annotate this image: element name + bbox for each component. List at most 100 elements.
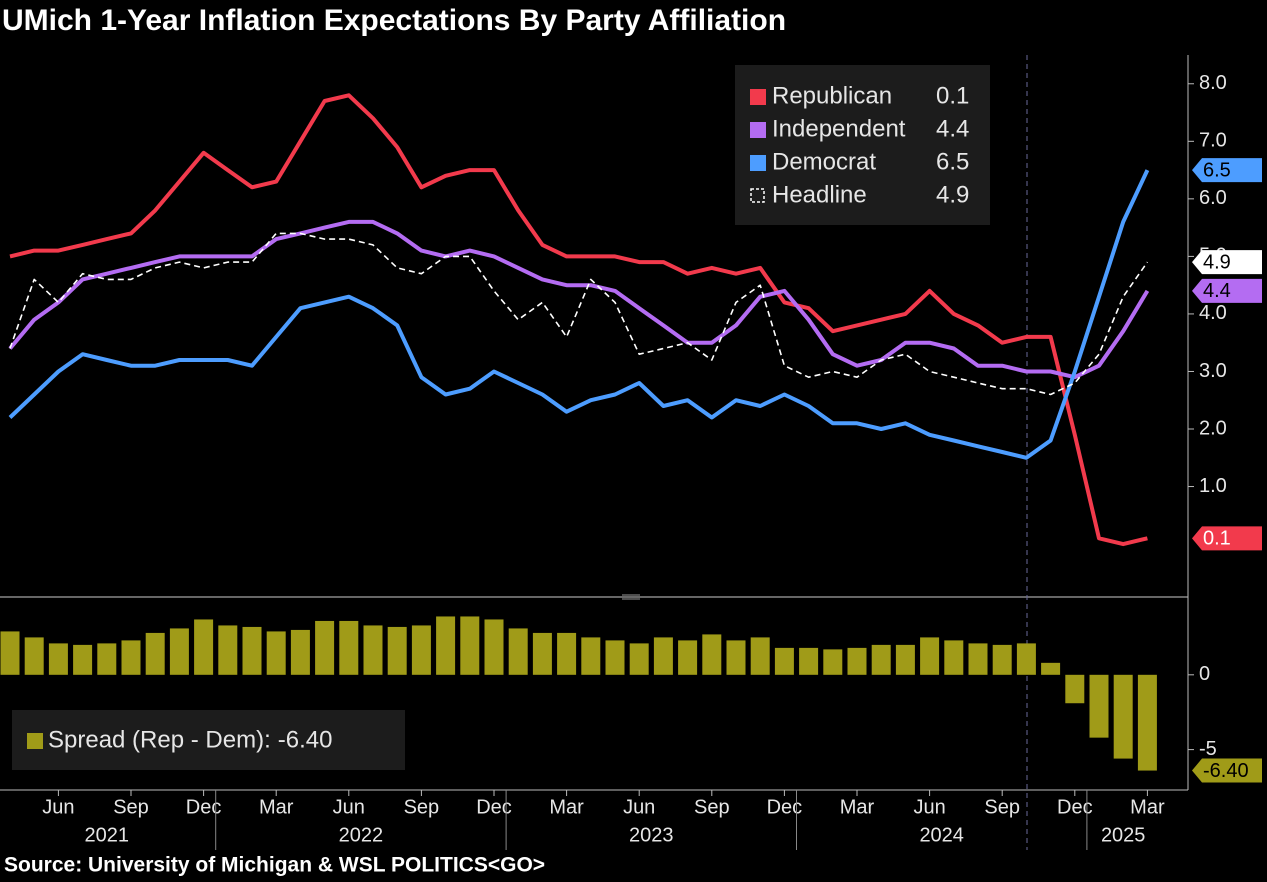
bar (73, 644, 93, 675)
y-tick-label: 3.0 (1199, 360, 1227, 382)
bar (411, 625, 431, 675)
bar (678, 640, 698, 675)
x-tick-label: Mar (259, 796, 294, 818)
legend-value: 6.5 (936, 148, 969, 175)
bar (653, 637, 673, 675)
value-tag (1192, 526, 1262, 551)
bar (871, 644, 891, 675)
x-tick-label: Mar (549, 796, 584, 818)
x-tick-label: Mar (1130, 796, 1165, 818)
y-tick-label: 4.0 (1199, 302, 1227, 324)
bar (847, 647, 867, 675)
bar (339, 620, 359, 675)
legend-label: Headline (772, 181, 867, 208)
legend-label: Spread (Rep - Dem): (48, 726, 271, 753)
bar (460, 616, 480, 675)
bar (24, 637, 44, 675)
y-tick-label: 2.0 (1199, 417, 1227, 439)
bar (484, 619, 504, 675)
spread-legend-box (12, 710, 405, 770)
bar (290, 629, 310, 675)
bar (629, 643, 649, 675)
bar (702, 634, 722, 675)
year-label: 2021 (85, 824, 130, 846)
legend-label: Independent (772, 115, 906, 142)
bar (194, 619, 214, 675)
legend-value: 4.4 (936, 115, 969, 142)
line-republican (9, 93, 1148, 547)
value-tag (1192, 158, 1262, 183)
y-tick-label: -5 (1199, 738, 1217, 760)
value-tag-label: 6.5 (1203, 159, 1231, 181)
value-tag-label: 0.1 (1203, 528, 1231, 550)
value-tag (1192, 250, 1262, 275)
bar (532, 632, 552, 675)
y-tick-label: 7.0 (1199, 130, 1227, 152)
legend-label: Republican (772, 82, 892, 109)
bar (1016, 643, 1036, 675)
legend-swatch (750, 89, 766, 105)
value-tag-label: 4.4 (1203, 280, 1231, 302)
legend-value: 0.1 (936, 82, 969, 109)
line-headline (9, 232, 1149, 396)
bar (605, 640, 625, 675)
legend-swatch (750, 155, 766, 171)
bar (169, 628, 189, 675)
year-label: 2025 (1101, 824, 1146, 846)
bar (508, 628, 528, 675)
bar (315, 620, 335, 675)
bar (0, 631, 20, 675)
x-tick-label: Dec (1057, 796, 1093, 818)
legend-value: -6.40 (278, 726, 333, 753)
y-tick-label: 0 (1199, 663, 1210, 685)
x-tick-label: Dec (476, 796, 512, 818)
y-tick-label: 6.0 (1199, 187, 1227, 209)
value-tag-label: -6.40 (1203, 760, 1249, 782)
x-tick-label: Sep (694, 796, 730, 818)
bar (920, 637, 940, 675)
bar (968, 643, 988, 675)
x-tick-label: Jun (913, 796, 945, 818)
year-label: 2023 (629, 824, 674, 846)
x-tick-label: Dec (186, 796, 222, 818)
line-independent (8, 219, 1150, 380)
bar (145, 632, 165, 675)
legend-box (735, 65, 990, 225)
y-tick-label: 1.0 (1199, 475, 1227, 497)
value-tag-label: 4.9 (1203, 251, 1231, 273)
legend-value: 4.9 (936, 181, 969, 208)
bar (1041, 662, 1061, 675)
bar (1089, 674, 1109, 738)
bar (387, 626, 407, 675)
bar (242, 626, 262, 675)
bar (750, 637, 770, 675)
x-tick-label: Mar (840, 796, 875, 818)
legend-swatch (750, 122, 766, 138)
x-tick-label: Jun (42, 796, 74, 818)
plot (0, 93, 1157, 771)
bar (48, 643, 68, 675)
bar (726, 640, 746, 675)
year-label: 2022 (339, 824, 384, 846)
bar (1137, 674, 1157, 771)
bar (944, 640, 964, 675)
bar (992, 644, 1012, 675)
legend-swatch (27, 733, 43, 749)
bar (774, 647, 794, 675)
bar (799, 647, 819, 675)
bar (581, 637, 601, 675)
bar (266, 631, 286, 675)
bar (895, 644, 915, 675)
x-tick-label: Sep (113, 796, 149, 818)
chart-title: UMich 1-Year Inflation Expectations By P… (2, 4, 786, 37)
line-democrat (8, 169, 1150, 460)
bar (121, 640, 141, 675)
bar (1065, 674, 1085, 704)
bar (557, 632, 577, 675)
value-tag (1192, 758, 1262, 783)
x-tick-label: Jun (623, 796, 655, 818)
x-tick-label: Jun (333, 796, 365, 818)
bar (218, 625, 238, 675)
y-tick-label: 8.0 (1199, 72, 1227, 94)
bar (823, 649, 843, 675)
